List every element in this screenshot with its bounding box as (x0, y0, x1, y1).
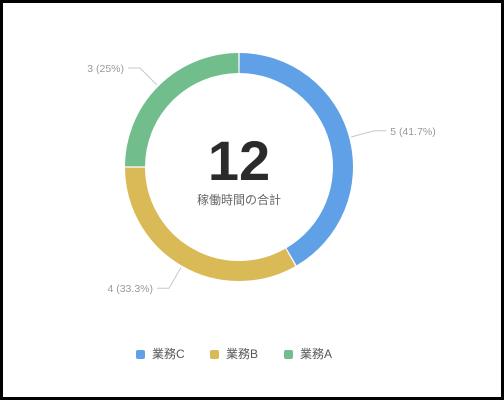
legend-label: 業務C (152, 347, 185, 361)
slice-label-leader-line (350, 130, 387, 138)
slice-data-label: 4 (33.3%) (107, 283, 153, 295)
legend-swatch (284, 350, 293, 359)
donut-slice-業務A[interactable] (125, 53, 239, 167)
legend-label: 業務A (300, 347, 332, 361)
slice-labels: 5 (41.7%) 4 (33.3%) 3 (25%) (87, 63, 436, 295)
legend-item-業務B[interactable]: 業務B (210, 347, 258, 361)
legend-item-業務C[interactable]: 業務C (136, 347, 185, 361)
slice-data-label: 5 (41.7%) (390, 126, 436, 138)
slice-data-label: 3 (25%) (87, 63, 124, 75)
legend-label: 業務B (226, 347, 258, 361)
legend-item-業務A[interactable]: 業務A (284, 347, 332, 361)
chart-legend: 業務C 業務B 業務A (136, 347, 332, 361)
slice-label-leader-line (128, 67, 158, 86)
legend-swatch (210, 350, 219, 359)
legend-swatch (136, 350, 145, 359)
donut-slices (125, 53, 353, 281)
center-total-value: 12 (208, 129, 270, 192)
donut-slice-業務C[interactable] (239, 53, 353, 266)
donut-chart: 5 (41.7%) 4 (33.3%) 3 (25%) 12 稼働時間の合計 業務C… (87, 53, 436, 361)
center-total-caption: 稼働時間の合計 (197, 192, 281, 207)
donut-slice-業務B[interactable] (125, 167, 296, 281)
slice-label-leader-line (157, 267, 182, 289)
